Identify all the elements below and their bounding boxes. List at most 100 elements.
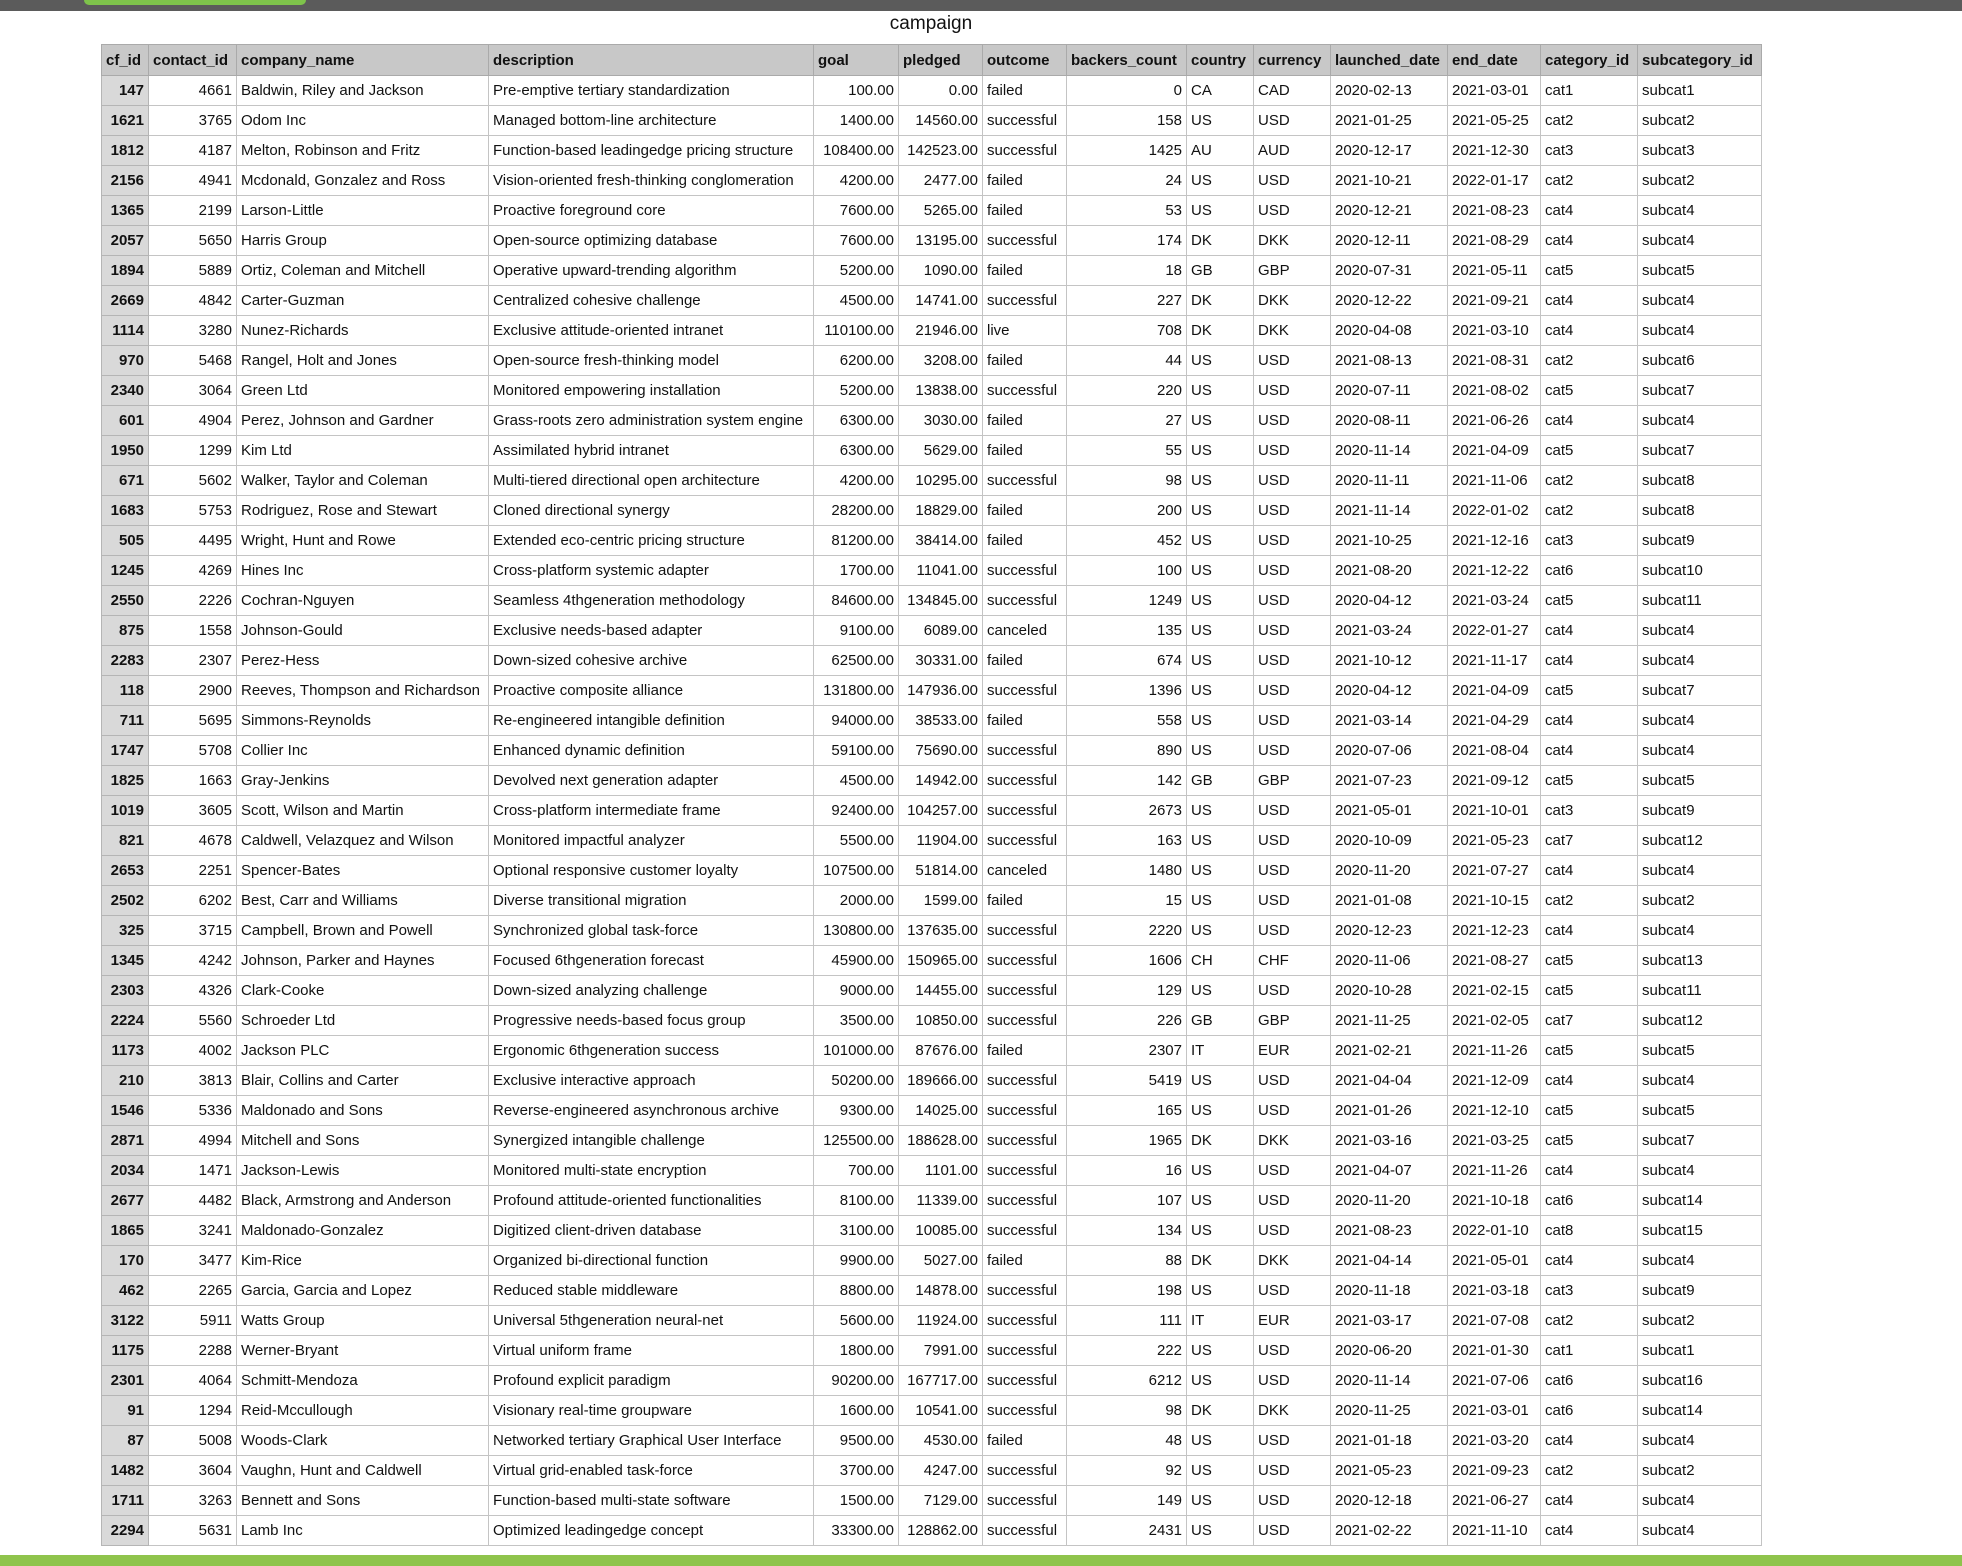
cell-currency[interactable]: USD [1253,885,1331,916]
cell-backers-count[interactable]: 1480 [1066,855,1187,886]
cell-goal[interactable]: 3700.00 [813,1455,899,1486]
cell-description[interactable]: Proactive composite alliance [488,675,814,706]
cell-country[interactable]: IT [1186,1305,1254,1336]
cell-company-name[interactable]: Reid-Mccullough [236,1395,489,1426]
cell-category-id[interactable]: cat4 [1540,705,1638,736]
cell-company-name[interactable]: Wright, Hunt and Rowe [236,525,489,556]
cell-cf-id[interactable]: 505 [101,525,149,556]
cell-end-date[interactable]: 2021-07-08 [1447,1305,1541,1336]
cell-launched-date[interactable]: 2020-12-23 [1330,915,1448,946]
cell-country[interactable]: US [1186,645,1254,676]
cell-contact-id[interactable]: 2900 [148,675,237,706]
cell-backers-count[interactable]: 158 [1066,105,1187,136]
cell-category-id[interactable]: cat3 [1540,1275,1638,1306]
cell-end-date[interactable]: 2021-05-23 [1447,825,1541,856]
cell-subcategory-id[interactable]: subcat12 [1637,1005,1762,1036]
cell-contact-id[interactable]: 1294 [148,1395,237,1426]
cell-currency[interactable]: GBP [1253,255,1331,286]
cell-country[interactable]: US [1186,495,1254,526]
cell-contact-id[interactable]: 5631 [148,1515,237,1546]
cell-contact-id[interactable]: 5911 [148,1305,237,1336]
cell-backers-count[interactable]: 55 [1066,435,1187,466]
cell-end-date[interactable]: 2021-11-10 [1447,1515,1541,1546]
cell-backers-count[interactable]: 163 [1066,825,1187,856]
cell-subcategory-id[interactable]: subcat7 [1637,1125,1762,1156]
cell-subcategory-id[interactable]: subcat2 [1637,1305,1762,1336]
cell-backers-count[interactable]: 92 [1066,1455,1187,1486]
cell-end-date[interactable]: 2021-12-30 [1447,135,1541,166]
cell-pledged[interactable]: 75690.00 [898,735,983,766]
column-header-end-date[interactable]: end_date [1447,44,1541,76]
cell-description[interactable]: Optional responsive customer loyalty [488,855,814,886]
cell-outcome[interactable]: failed [982,405,1067,436]
cell-contact-id[interactable]: 4941 [148,165,237,196]
cell-launched-date[interactable]: 2021-08-13 [1330,345,1448,376]
cell-company-name[interactable]: Collier Inc [236,735,489,766]
cell-pledged[interactable]: 11339.00 [898,1185,983,1216]
cell-outcome[interactable]: successful [982,1365,1067,1396]
cell-category-id[interactable]: cat4 [1540,1485,1638,1516]
cell-outcome[interactable]: successful [982,1155,1067,1186]
cell-outcome[interactable]: successful [982,1335,1067,1366]
cell-launched-date[interactable]: 2020-04-12 [1330,585,1448,616]
cell-country[interactable]: US [1186,1335,1254,1366]
column-header-outcome[interactable]: outcome [982,44,1067,76]
cell-country[interactable]: US [1186,195,1254,226]
cell-subcategory-id[interactable]: subcat2 [1637,1455,1762,1486]
cell-cf-id[interactable]: 1175 [101,1335,149,1366]
cell-country[interactable]: US [1186,975,1254,1006]
cell-backers-count[interactable]: 0 [1066,75,1187,106]
cell-category-id[interactable]: cat2 [1540,885,1638,916]
cell-category-id[interactable]: cat8 [1540,1215,1638,1246]
cell-pledged[interactable]: 5629.00 [898,435,983,466]
cell-cf-id[interactable]: 1683 [101,495,149,526]
cell-outcome[interactable]: failed [982,75,1067,106]
cell-country[interactable]: IT [1186,1035,1254,1066]
cell-contact-id[interactable]: 1471 [148,1155,237,1186]
cell-currency[interactable]: USD [1253,1425,1331,1456]
cell-description[interactable]: Cross-platform systemic adapter [488,555,814,586]
cell-cf-id[interactable]: 147 [101,75,149,106]
cell-launched-date[interactable]: 2020-12-18 [1330,1485,1448,1516]
cell-pledged[interactable]: 18829.00 [898,495,983,526]
cell-subcategory-id[interactable]: subcat11 [1637,975,1762,1006]
cell-contact-id[interactable]: 2226 [148,585,237,616]
cell-category-id[interactable]: cat5 [1540,585,1638,616]
cell-goal[interactable]: 90200.00 [813,1365,899,1396]
cell-currency[interactable]: DKK [1253,1395,1331,1426]
cell-launched-date[interactable]: 2020-07-06 [1330,735,1448,766]
cell-outcome[interactable]: failed [982,525,1067,556]
cell-contact-id[interactable]: 5650 [148,225,237,256]
cell-backers-count[interactable]: 200 [1066,495,1187,526]
cell-country[interactable]: DK [1186,1125,1254,1156]
cell-cf-id[interactable]: 1621 [101,105,149,136]
cell-currency[interactable]: USD [1253,555,1331,586]
cell-goal[interactable]: 4200.00 [813,465,899,496]
cell-category-id[interactable]: cat2 [1540,465,1638,496]
cell-cf-id[interactable]: 1711 [101,1485,149,1516]
cell-country[interactable]: GB [1186,1005,1254,1036]
cell-end-date[interactable]: 2021-12-23 [1447,915,1541,946]
cell-launched-date[interactable]: 2021-11-14 [1330,495,1448,526]
cell-contact-id[interactable]: 4495 [148,525,237,556]
cell-company-name[interactable]: Walker, Taylor and Coleman [236,465,489,496]
cell-company-name[interactable]: Spencer-Bates [236,855,489,886]
cell-backers-count[interactable]: 53 [1066,195,1187,226]
cell-cf-id[interactable]: 325 [101,915,149,946]
cell-goal[interactable]: 125500.00 [813,1125,899,1156]
cell-goal[interactable]: 101000.00 [813,1035,899,1066]
cell-subcategory-id[interactable]: subcat14 [1637,1395,1762,1426]
cell-goal[interactable]: 94000.00 [813,705,899,736]
cell-launched-date[interactable]: 2021-10-12 [1330,645,1448,676]
cell-launched-date[interactable]: 2021-04-07 [1330,1155,1448,1186]
cell-pledged[interactable]: 38533.00 [898,705,983,736]
cell-description[interactable]: Reduced stable middleware [488,1275,814,1306]
cell-country[interactable]: US [1186,465,1254,496]
cell-outcome[interactable]: successful [982,1455,1067,1486]
cell-pledged[interactable]: 7991.00 [898,1335,983,1366]
cell-currency[interactable]: USD [1253,495,1331,526]
cell-category-id[interactable]: cat5 [1540,975,1638,1006]
cell-company-name[interactable]: Rodriguez, Rose and Stewart [236,495,489,526]
cell-category-id[interactable]: cat2 [1540,495,1638,526]
cell-currency[interactable]: DKK [1253,315,1331,346]
